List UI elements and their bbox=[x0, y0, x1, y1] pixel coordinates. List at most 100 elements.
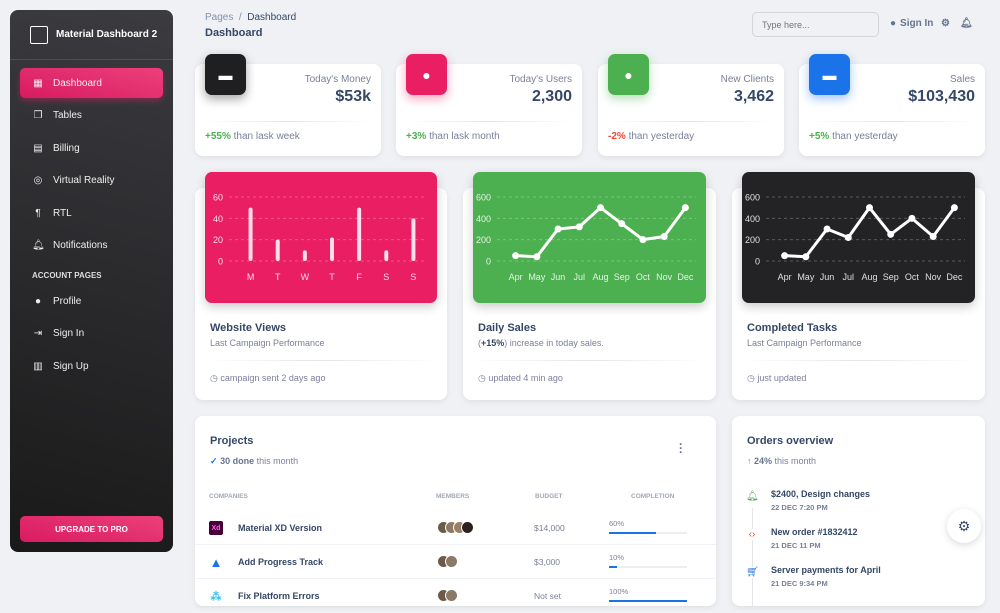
company-name: Material XD Version bbox=[238, 523, 323, 533]
avatar[interactable] bbox=[445, 555, 458, 568]
company-name: Add Progress Track bbox=[238, 557, 324, 567]
progress-fill bbox=[609, 566, 617, 568]
upgrade-button[interactable]: UPGRADE TO PRO bbox=[20, 516, 163, 542]
members bbox=[437, 589, 458, 602]
members bbox=[437, 521, 474, 534]
stat-change: +5% bbox=[809, 131, 830, 142]
breadcrumb-separator: / bbox=[238, 12, 242, 23]
sidebar-item-label: Tables bbox=[53, 110, 82, 121]
sidebar-item-label: Virtual Reality bbox=[53, 175, 115, 186]
breadcrumb-root[interactable]: Pages bbox=[205, 12, 234, 23]
table-row[interactable]: Xd Material XD Version $14,000 60% bbox=[195, 511, 716, 545]
sidebar-item-label: Sign In bbox=[53, 328, 85, 339]
sidebar-item-profile[interactable]: ● Profile bbox=[20, 286, 163, 316]
company-name: Fix Platform Errors bbox=[238, 591, 320, 601]
chart-card: 0 200 400 600 Apr May Jun Jul Aug Sep Oct Nov Dec Co… bbox=[732, 172, 985, 400]
y-tick-label: 40 bbox=[213, 214, 223, 224]
orders-pct: 24% bbox=[754, 456, 773, 466]
x-tick-label: Jul bbox=[574, 272, 586, 282]
data-point bbox=[660, 232, 668, 240]
progress-fill bbox=[609, 600, 687, 602]
timeline-date: 21 DEC 11 PM bbox=[771, 541, 821, 550]
breadcrumb: Pages / Dashboard bbox=[205, 12, 296, 23]
stat-change: +3% bbox=[406, 131, 427, 142]
stat-value: 2,300 bbox=[531, 88, 572, 105]
login-icon: ⇥ bbox=[33, 328, 43, 339]
sidebar-item-label: RTL bbox=[53, 207, 72, 219]
orders-summary: ↑ 24% this month bbox=[747, 456, 816, 466]
data-point bbox=[681, 204, 689, 212]
completion-label: 10% bbox=[609, 553, 625, 562]
chart-subtitle: Last Campaign Performance bbox=[210, 338, 325, 348]
orders-overview-card: Orders overview ↑ 24% this month 🔔︎ $240… bbox=[732, 416, 985, 608]
done-suffix: this month bbox=[256, 456, 299, 466]
sidebar-item-virtual-reality[interactable]: ◎ Virtual Reality bbox=[20, 166, 163, 196]
more-options-icon[interactable]: · · · bbox=[679, 437, 683, 459]
stat-card: ▬ Today's Money $53k +55% than lask week bbox=[195, 54, 381, 156]
budget: $14,000 bbox=[534, 523, 565, 533]
stat-value: $103,430 bbox=[908, 88, 975, 105]
chart-area: 0 20 40 60 M T W T F S S bbox=[205, 172, 437, 303]
stat-change: -2% bbox=[608, 131, 626, 142]
bell-icon[interactable]: 🔔︎ bbox=[960, 18, 973, 29]
x-tick-label: Apr bbox=[509, 272, 523, 282]
stat-card: ● Today's Users 2,300 +3% than lask mont… bbox=[396, 54, 582, 156]
divider bbox=[406, 121, 572, 122]
data-point bbox=[823, 225, 831, 233]
avatar[interactable] bbox=[461, 521, 474, 534]
format-textdirection-icon: ¶ bbox=[35, 207, 41, 219]
timeline-line bbox=[752, 508, 753, 608]
sidebar-item-notifications[interactable]: 🔔︎ Notifications bbox=[20, 231, 163, 261]
x-tick-label: T bbox=[275, 272, 281, 282]
clock-icon: ◷ bbox=[210, 373, 218, 383]
timeline-item: 🛒︎ Server payments for April 21 DEC 9:34… bbox=[732, 565, 985, 605]
brand[interactable]: Material Dashboard 2 bbox=[10, 10, 173, 60]
sidebar-item-billing[interactable]: ▤ Billing bbox=[20, 133, 163, 163]
search-input[interactable] bbox=[752, 12, 879, 37]
bar bbox=[275, 239, 280, 261]
slack-logo-icon: ⁂ bbox=[210, 590, 222, 603]
budget: Not set bbox=[534, 591, 561, 601]
sidebar-item-label: Profile bbox=[53, 295, 82, 307]
y-tick-label: 600 bbox=[745, 193, 760, 203]
chart-svg: 0 200 400 600 Apr May Jun Jul Aug Sep Oct Nov Dec bbox=[745, 193, 965, 282]
clock-icon: ◷ bbox=[747, 373, 755, 383]
x-tick-label: T bbox=[329, 272, 335, 282]
data-point bbox=[618, 220, 626, 228]
chart-footer: ◷ just updated bbox=[747, 373, 806, 384]
sidebar-item-label: Billing bbox=[53, 142, 80, 154]
sign-in-link[interactable]: ● Sign In bbox=[890, 18, 933, 29]
timeline-title: New order #1832412 bbox=[771, 527, 858, 537]
divider bbox=[205, 121, 371, 122]
chart-card: 0 200 400 600 Apr May Jun Jul Aug Sep Oct Nov Dec Da… bbox=[463, 172, 716, 400]
sidebar-item-rtl[interactable]: ¶ RTL bbox=[20, 198, 163, 228]
projects-card: Projects ✓ 30 done this month · · · COMPAN… bbox=[195, 416, 716, 613]
chart-title: Completed Tasks bbox=[747, 322, 838, 334]
x-tick-label: S bbox=[383, 272, 389, 282]
table-row[interactable]: ⁂ Fix Platform Errors Not set 100% bbox=[195, 579, 716, 613]
avatar[interactable] bbox=[445, 589, 458, 602]
stat-label: New Clients bbox=[720, 74, 774, 85]
progress-bar bbox=[609, 532, 687, 534]
data-point bbox=[597, 204, 604, 212]
stat-change-text: than yesterday bbox=[628, 131, 695, 142]
sidebar-item-sign-in[interactable]: ⇥ Sign In bbox=[20, 319, 163, 349]
data-point bbox=[844, 234, 852, 242]
series-line bbox=[515, 206, 687, 259]
settings-fab-gear-icon[interactable]: ⚙ bbox=[947, 509, 981, 543]
person-icon: ● bbox=[608, 54, 649, 95]
sidebar-item-tables[interactable]: ❐ Tables bbox=[20, 101, 163, 131]
data-point bbox=[908, 214, 916, 222]
chart-subtitle: Last Campaign Performance bbox=[210, 338, 325, 348]
bar bbox=[302, 250, 307, 261]
gear-icon[interactable]: ⚙ bbox=[941, 18, 950, 29]
stat-card: ● New Clients 3,462 -2% than yesterday bbox=[598, 54, 784, 156]
x-tick-label: Oct bbox=[905, 272, 920, 282]
chart-subtitle-pre: ( bbox=[478, 338, 481, 348]
table-row[interactable]: ▲ Add Progress Track $3,000 10% bbox=[195, 545, 716, 579]
sidebar-item-sign-up[interactable]: ▥ Sign Up bbox=[20, 351, 163, 381]
stat-change: +55% bbox=[205, 131, 231, 142]
sidebar-item-dashboard[interactable]: ▦ Dashboard bbox=[20, 68, 163, 98]
chart-footer-text: updated 4 min ago bbox=[488, 373, 563, 383]
x-tick-label: Jul bbox=[843, 272, 855, 282]
